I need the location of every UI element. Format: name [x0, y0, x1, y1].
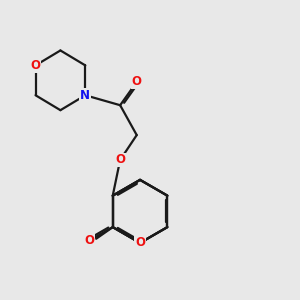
Text: O: O	[31, 59, 40, 72]
Text: N: N	[80, 89, 90, 102]
Text: O: O	[115, 154, 125, 166]
Text: O: O	[132, 76, 142, 88]
Text: O: O	[135, 236, 145, 249]
Text: O: O	[85, 234, 94, 247]
